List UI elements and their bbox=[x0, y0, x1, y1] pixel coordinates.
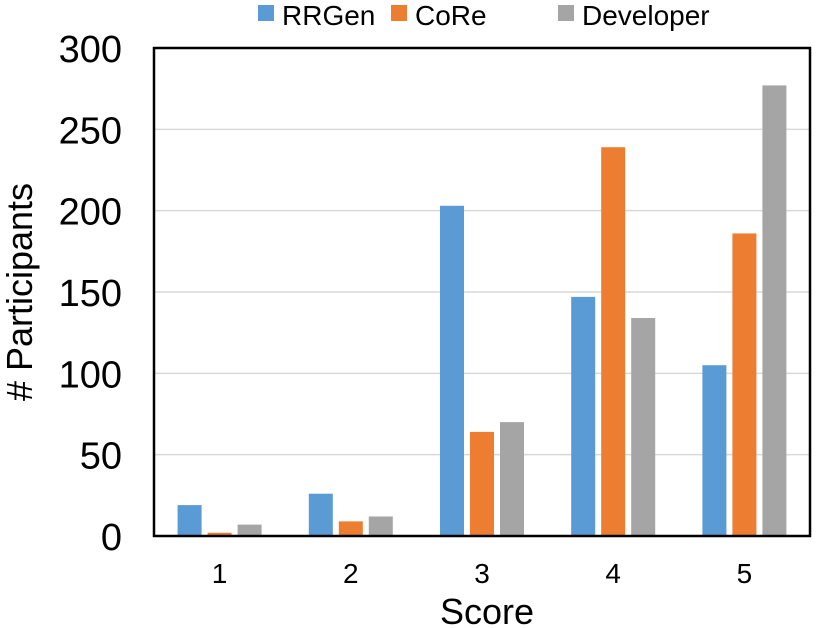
bar-core-score-5 bbox=[732, 233, 757, 536]
bar-developer-score-4 bbox=[631, 318, 656, 536]
plot-frame bbox=[152, 46, 812, 538]
x-tick-labels: 1 2 3 4 5 bbox=[212, 558, 752, 589]
x-tick-label: 1 bbox=[212, 558, 228, 589]
y-tick-label: 250 bbox=[59, 110, 122, 152]
bar-developer-score-3 bbox=[500, 422, 524, 536]
y-tick-label: 0 bbox=[101, 517, 122, 559]
y-tick-label: 100 bbox=[59, 354, 122, 396]
bar-core-score-4 bbox=[601, 147, 626, 536]
axes bbox=[152, 46, 812, 538]
bar-core-score-1 bbox=[207, 532, 232, 536]
y-tick-label: 300 bbox=[59, 29, 122, 71]
bar-developer-score-1 bbox=[237, 524, 262, 536]
legend-label-core: CoRe bbox=[415, 0, 487, 31]
bar-rrgen-score-2 bbox=[308, 493, 333, 536]
y-axis-label: # Participants bbox=[0, 183, 40, 401]
y-tick-labels: 0 50 100 150 200 250 300 bbox=[59, 29, 122, 559]
x-tick-label: 3 bbox=[474, 558, 490, 589]
gridlines bbox=[154, 128, 810, 456]
y-tick-label: 50 bbox=[80, 436, 122, 478]
legend-swatch-developer bbox=[558, 5, 574, 21]
y-tick-label: 150 bbox=[59, 273, 122, 315]
legend-swatch-core bbox=[391, 5, 407, 21]
x-tick-label: 5 bbox=[737, 558, 753, 589]
x-axis-label: Score bbox=[440, 591, 534, 628]
legend-label-developer: Developer bbox=[582, 0, 710, 31]
legend: RRGen CoRe Developer bbox=[258, 0, 710, 31]
bar-rrgen-score-1 bbox=[177, 505, 202, 536]
bars bbox=[177, 85, 787, 536]
bar-developer-score-5 bbox=[762, 85, 787, 536]
legend-swatch-rrgen bbox=[258, 5, 274, 21]
x-tick-label: 4 bbox=[605, 558, 621, 589]
bar-rrgen-score-5 bbox=[702, 365, 727, 536]
legend-label-rrgen: RRGen bbox=[282, 0, 375, 31]
y-tick-label: 200 bbox=[59, 192, 122, 234]
bar-rrgen-score-4 bbox=[571, 296, 596, 536]
bar-core-score-2 bbox=[338, 521, 363, 536]
bar-rrgen-score-3 bbox=[440, 205, 464, 536]
bar-core-score-3 bbox=[470, 431, 494, 536]
bar-developer-score-2 bbox=[368, 516, 393, 536]
x-tick-label: 2 bbox=[343, 558, 359, 589]
